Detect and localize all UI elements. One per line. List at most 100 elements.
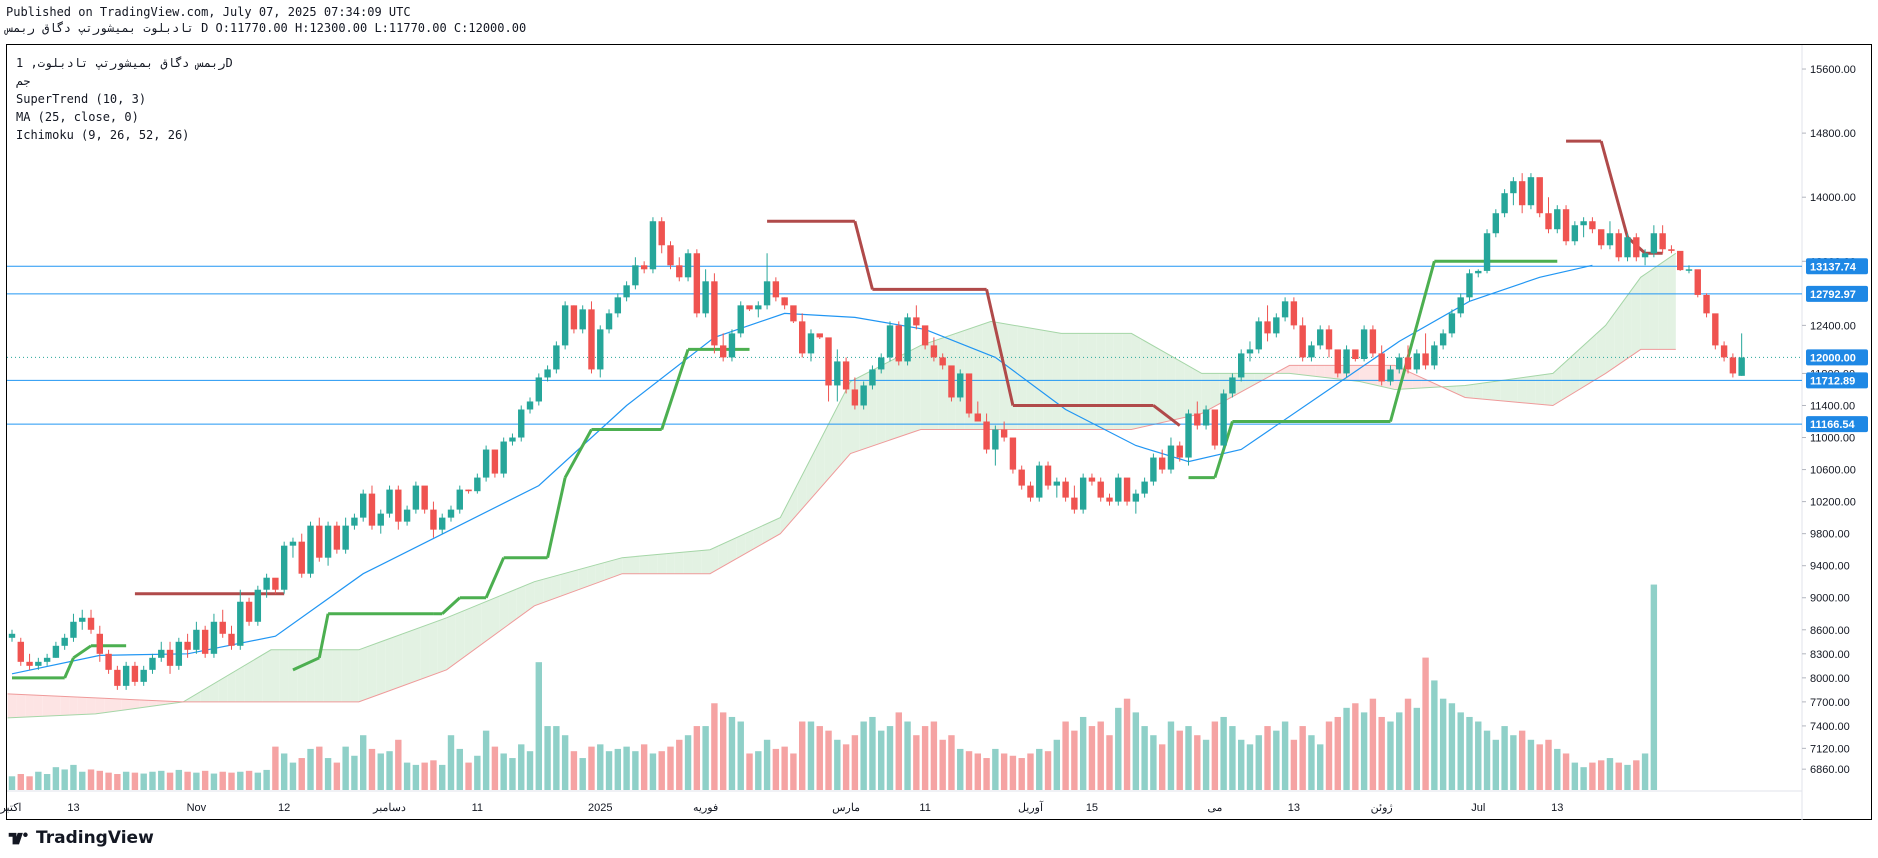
legend-supertrend[interactable]: SuperTrend (10, 3)	[16, 92, 147, 106]
candle-body[interactable]	[1264, 321, 1271, 334]
candle-body[interactable]	[807, 333, 815, 354]
candle-body[interactable]	[702, 281, 709, 314]
candle-body[interactable]	[1027, 485, 1034, 498]
candle-body[interactable]	[1229, 377, 1236, 394]
candle-body[interactable]	[974, 413, 981, 422]
candle-body[interactable]	[1554, 209, 1561, 230]
candle-body[interactable]	[1132, 493, 1140, 502]
candle-body[interactable]	[518, 409, 525, 438]
candle-body[interactable]	[307, 525, 314, 574]
candle-body[interactable]	[851, 389, 859, 406]
candle-body[interactable]	[825, 337, 832, 386]
legend-ma[interactable]: MA (25, close, 0)	[16, 110, 139, 124]
candle-body[interactable]	[1238, 353, 1245, 378]
candle-body[interactable]	[1246, 349, 1254, 354]
candle-body[interactable]	[1255, 321, 1262, 350]
candle-body[interactable]	[1150, 457, 1157, 482]
candle-body[interactable]	[1378, 353, 1385, 382]
candle-body[interactable]	[1738, 357, 1745, 376]
candle-body[interactable]	[87, 617, 95, 630]
candle-body[interactable]	[1317, 329, 1324, 346]
candle-body[interactable]	[939, 357, 946, 366]
candle-body[interactable]	[1053, 481, 1061, 486]
candle-body[interactable]	[781, 297, 788, 306]
candle-body[interactable]	[755, 305, 762, 310]
candle-body[interactable]	[149, 657, 156, 670]
candle-body[interactable]	[1220, 393, 1227, 446]
candle-body[interactable]	[1413, 353, 1420, 370]
last-price-badge[interactable]	[1806, 349, 1868, 366]
candle-body[interactable]	[79, 617, 86, 622]
candle-body[interactable]	[1720, 345, 1728, 358]
candle-body[interactable]	[1615, 233, 1622, 258]
candle-body[interactable]	[193, 629, 200, 650]
candle-body[interactable]	[1308, 345, 1315, 358]
candle-body[interactable]	[43, 657, 51, 662]
candle-body[interactable]	[1387, 369, 1394, 382]
candle-body[interactable]	[1062, 481, 1069, 498]
candle-body[interactable]	[1352, 349, 1359, 360]
candle-body[interactable]	[228, 633, 235, 646]
candle-body[interactable]	[403, 509, 411, 522]
candle-body[interactable]	[1650, 233, 1658, 254]
candle-body[interactable]	[1457, 297, 1464, 314]
candle-body[interactable]	[280, 545, 288, 590]
candle-body[interactable]	[588, 309, 595, 370]
candle-body[interactable]	[1589, 221, 1596, 230]
candle-body[interactable]	[298, 541, 305, 574]
candle-body[interactable]	[465, 489, 472, 492]
candle-body[interactable]	[52, 645, 60, 658]
candle-body[interactable]	[96, 633, 103, 654]
candle-body[interactable]	[1343, 349, 1350, 374]
candle-body[interactable]	[386, 489, 393, 514]
candle-body[interactable]	[1079, 477, 1087, 510]
candle-body[interactable]	[8, 633, 16, 638]
tradingview-branding[interactable]: TradingView	[6, 828, 154, 848]
candle-body[interactable]	[597, 329, 604, 370]
candle-body[interactable]	[1641, 253, 1649, 258]
candle-body[interactable]	[632, 265, 639, 286]
candle-body[interactable]	[772, 281, 780, 298]
candle-body[interactable]	[1396, 357, 1403, 370]
candle-body[interactable]	[948, 365, 955, 398]
candle-body[interactable]	[746, 305, 753, 310]
candle-body[interactable]	[272, 577, 279, 590]
candle-body[interactable]	[921, 325, 929, 346]
candle-body[interactable]	[816, 333, 823, 338]
candle-body[interactable]	[1562, 209, 1570, 242]
candle-body[interactable]	[1492, 213, 1500, 234]
candle-body[interactable]	[878, 357, 885, 370]
candle-body[interactable]	[1510, 181, 1517, 194]
candle-body[interactable]	[1167, 445, 1175, 470]
candle-body[interactable]	[61, 637, 68, 646]
candle-body[interactable]	[676, 265, 683, 278]
candle-body[interactable]	[728, 333, 736, 358]
candle-body[interactable]	[1176, 445, 1183, 458]
candle-body[interactable]	[70, 621, 77, 638]
candle-body[interactable]	[245, 601, 253, 622]
candle-body[interactable]	[1000, 429, 1008, 438]
candle-body[interactable]	[913, 317, 920, 326]
candle-body[interactable]	[166, 649, 174, 666]
candle-body[interactable]	[904, 317, 911, 362]
candle-body[interactable]	[447, 509, 455, 518]
candle-body[interactable]	[1545, 213, 1552, 230]
candle-body[interactable]	[790, 305, 797, 322]
candle-body[interactable]	[1580, 221, 1587, 226]
candle-body[interactable]	[1360, 329, 1368, 360]
candle-body[interactable]	[509, 437, 516, 442]
candle-body[interactable]	[1369, 329, 1377, 354]
candle-body[interactable]	[842, 361, 850, 390]
candle-body[interactable]	[1211, 409, 1219, 446]
candle-body[interactable]	[1439, 333, 1447, 346]
candle-body[interactable]	[623, 285, 630, 298]
candle-body[interactable]	[983, 421, 990, 450]
candle-body[interactable]	[1185, 413, 1192, 458]
candle-body[interactable]	[763, 281, 771, 306]
candle-body[interactable]	[570, 305, 578, 330]
candle-body[interactable]	[965, 373, 973, 414]
candle-body[interactable]	[1659, 233, 1666, 250]
candle-body[interactable]	[500, 441, 507, 474]
candle-body[interactable]	[333, 525, 341, 550]
candle-body[interactable]	[1597, 229, 1605, 246]
